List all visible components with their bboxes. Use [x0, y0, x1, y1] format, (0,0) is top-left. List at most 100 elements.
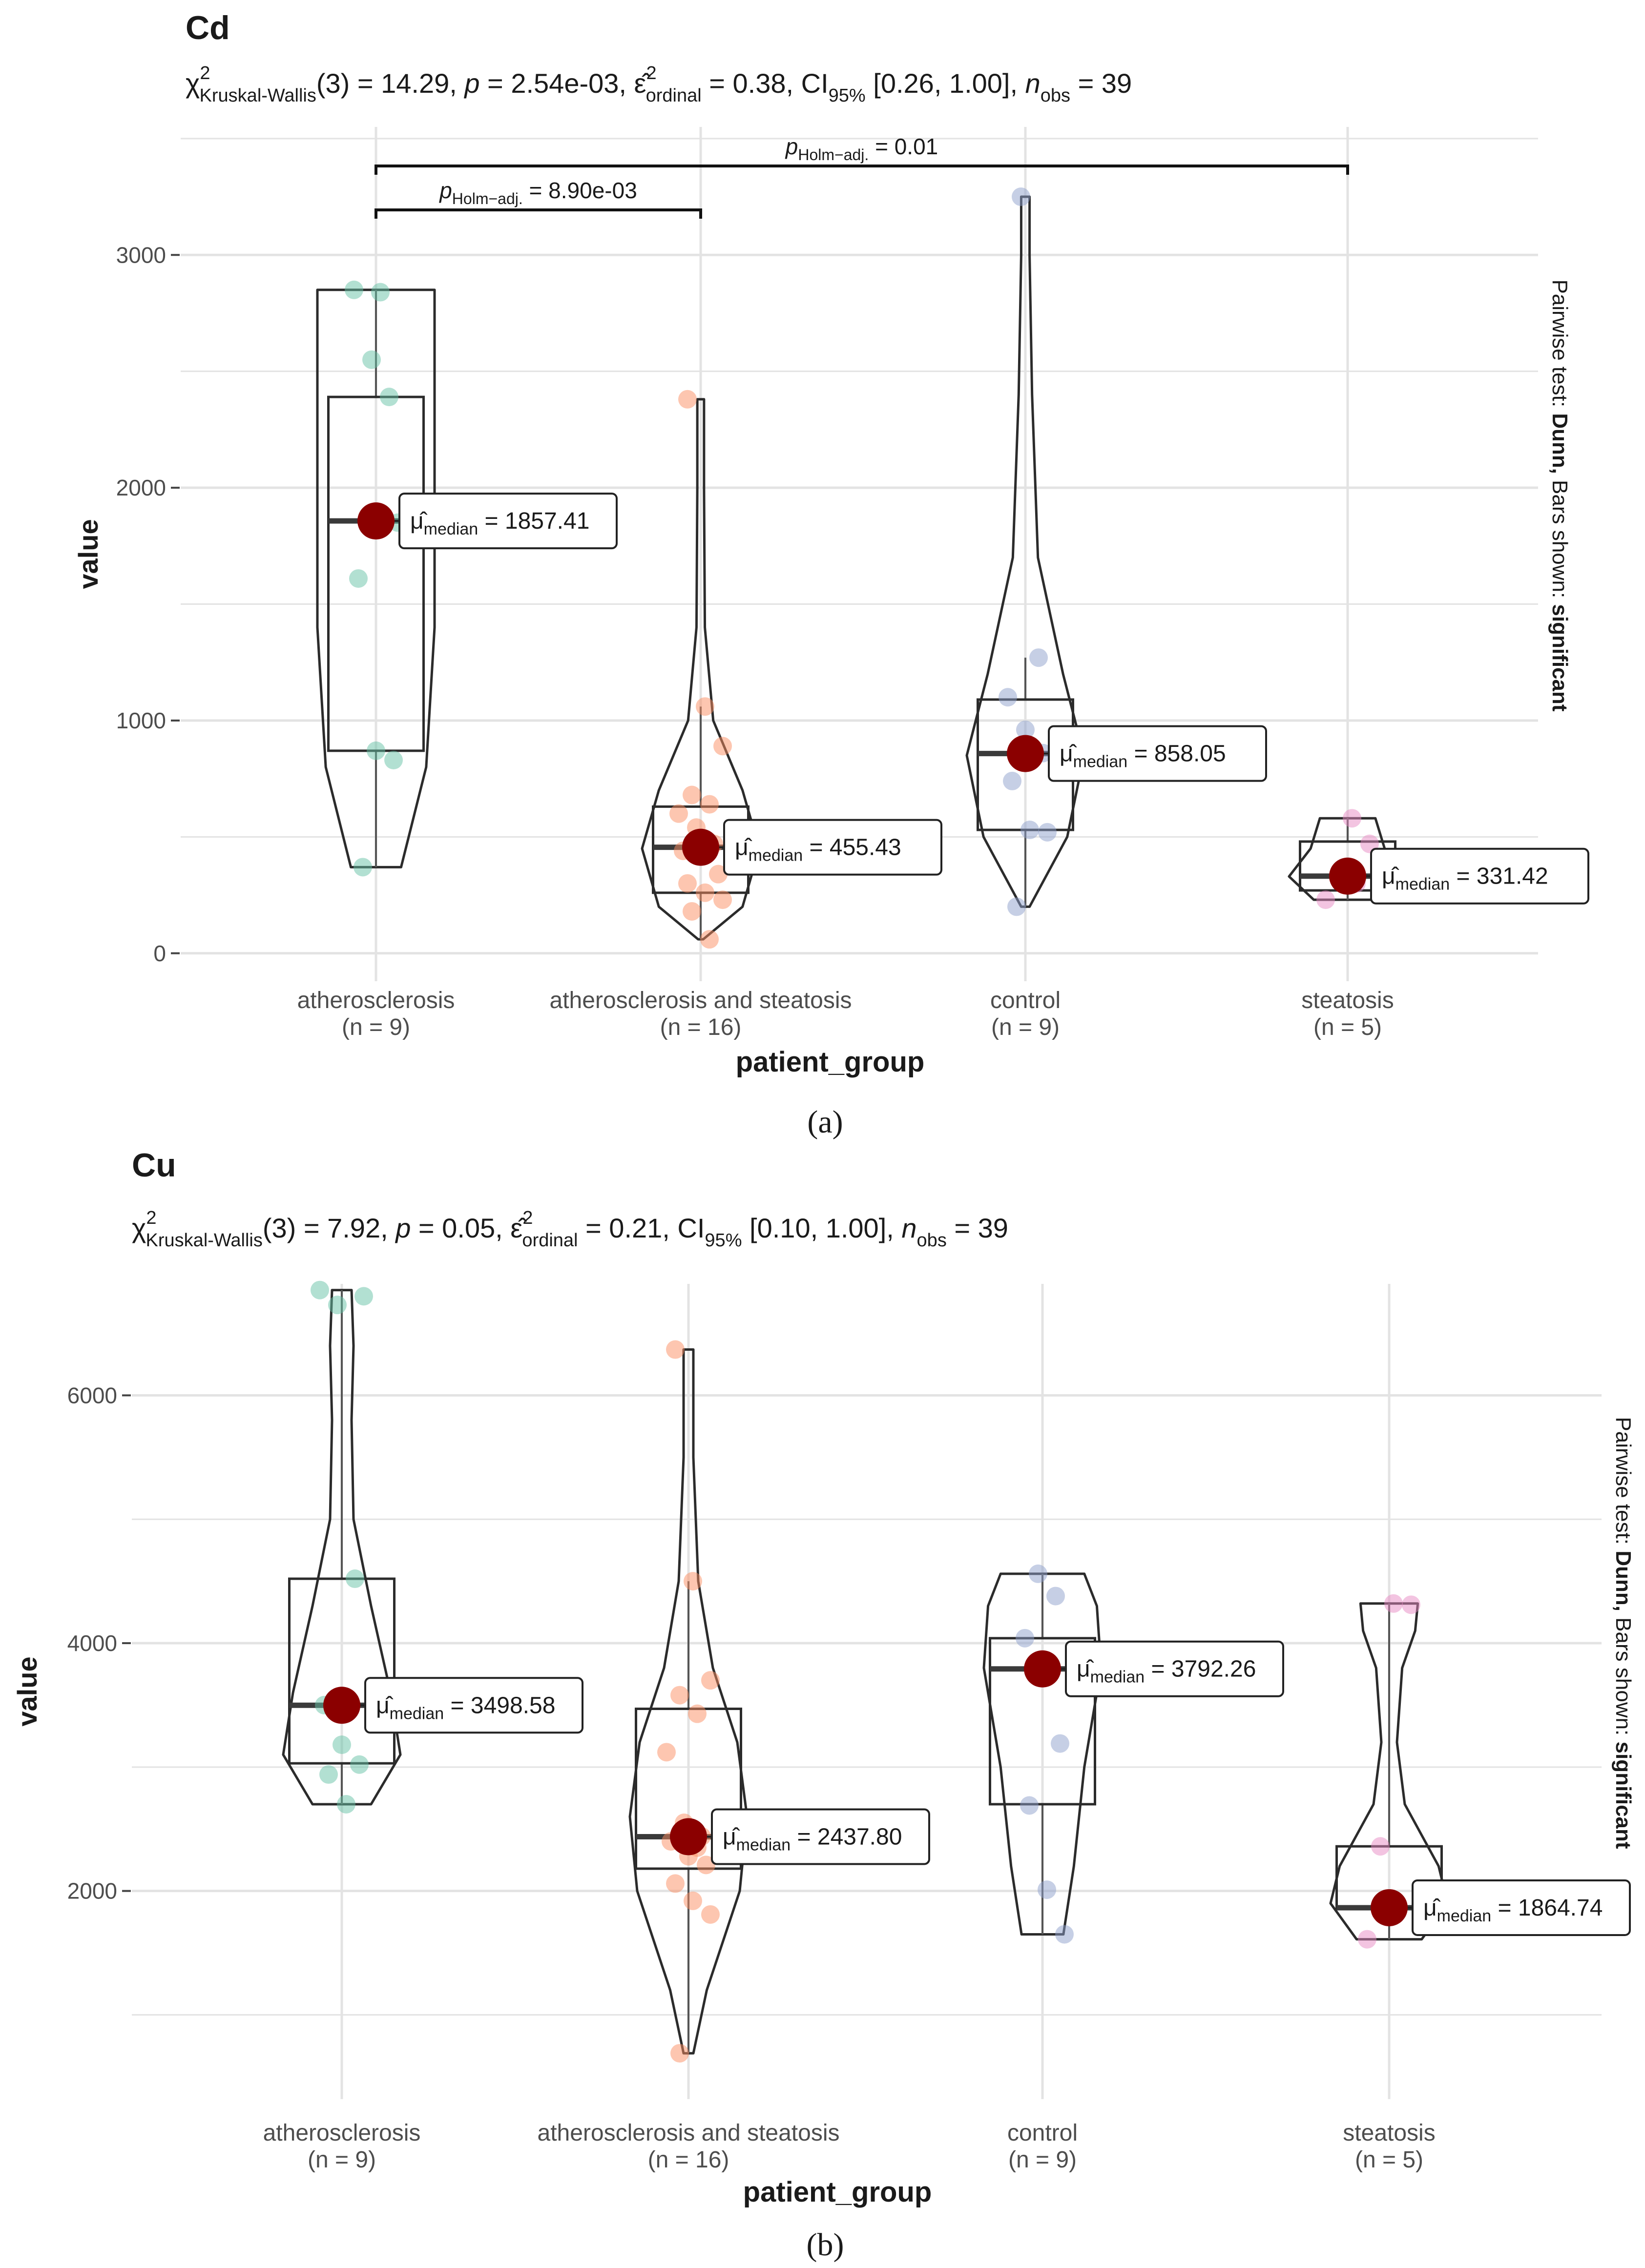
stat-ci-sub: 95%	[829, 85, 866, 106]
y-tick-label: 4000	[67, 1630, 117, 1656]
data-point	[670, 2044, 689, 2063]
data-point	[669, 804, 688, 823]
x-tick-count: (n = 9)	[308, 2147, 376, 2173]
chart-title: Cu	[132, 1147, 176, 1184]
data-point	[371, 283, 390, 302]
bracket-line	[375, 165, 1349, 175]
y-tick-label: 1000	[116, 708, 166, 733]
stat-n-value: = 39	[1070, 68, 1132, 99]
median-label-value: = 858.05	[1127, 741, 1226, 767]
stat-n: n	[901, 1213, 916, 1243]
data-point	[346, 1569, 364, 1588]
data-point	[333, 1735, 351, 1754]
median-label: μ̂median = 455.43	[735, 835, 901, 865]
median-label-box	[364, 1677, 583, 1734]
stat-chi: χ	[186, 68, 200, 99]
pairwise-note-middle: Bars shown:	[1548, 474, 1572, 604]
median-label-box	[398, 493, 618, 550]
median-label: μ̂median = 858.05	[1060, 741, 1226, 771]
stat-n-sub: obs	[917, 1230, 947, 1251]
data-point	[1012, 187, 1030, 206]
data-point	[1038, 1880, 1056, 1899]
bracket-line	[375, 208, 702, 219]
data-point	[345, 280, 363, 299]
stat-chi-value: (3) = 7.92,	[263, 1213, 396, 1243]
data-point	[713, 737, 732, 756]
median-label-value: = 2437.80	[791, 1824, 902, 1850]
data-point	[657, 1743, 676, 1762]
data-point	[688, 1704, 707, 1723]
data-point	[1316, 890, 1335, 909]
y-tick-label: 2000	[67, 1878, 117, 1904]
data-point	[999, 688, 1017, 707]
data-point	[350, 1755, 369, 1774]
stat-n-value: = 39	[947, 1213, 1008, 1243]
data-point	[700, 930, 719, 949]
median-marker	[357, 502, 395, 540]
data-point	[1020, 821, 1039, 840]
stat-p-value: = 0.05,	[411, 1213, 510, 1243]
y-axis-label: value	[12, 1656, 42, 1726]
stat-eps-sub: ordinal	[646, 85, 702, 106]
bracket-p: p	[785, 134, 798, 159]
stat-chi: χ	[132, 1213, 146, 1243]
median-label-box	[711, 1808, 930, 1865]
x-tick-label: atherosclerosis	[263, 2120, 421, 2146]
group-0: μ̂median = 1857.41 atherosclerosis(n = 9)	[297, 280, 618, 1040]
pairwise-note-prefix: Pairwise test:	[1548, 279, 1572, 413]
stat-p: p	[395, 1213, 411, 1243]
group-1: μ̂median = 455.43 atherosclerosis and ste…	[550, 390, 942, 1040]
y-tick-label: 6000	[67, 1382, 117, 1408]
stat-eps-sub: ordinal	[522, 1230, 578, 1251]
group-3: μ̂median = 331.42 steatosis(n = 5)	[1288, 809, 1589, 1040]
data-point	[380, 388, 398, 407]
pairwise-note-shown: significant	[1611, 1742, 1635, 1849]
group-3: μ̂median = 1864.74 steatosis(n = 5)	[1329, 1594, 1631, 2173]
bracket-value: = 0.01	[869, 134, 938, 159]
bracket-p-sub: Holm−adj.	[798, 146, 869, 164]
y-tick-label: 0	[153, 941, 166, 966]
median-label: μ̂median = 3792.26	[1077, 1656, 1256, 1687]
median-label-value: = 3498.58	[444, 1692, 555, 1718]
median-label: μ̂median = 1857.41	[410, 508, 589, 538]
violin	[982, 1572, 1103, 1936]
data-point	[1402, 1595, 1420, 1614]
data-point	[1384, 1594, 1403, 1613]
data-point	[328, 1296, 347, 1315]
data-point	[683, 902, 701, 921]
stat-ci-sub: 95%	[705, 1230, 742, 1251]
median-label-sub: median	[749, 846, 803, 865]
data-point	[666, 1874, 685, 1893]
median-marker	[1007, 735, 1044, 772]
median-marker	[670, 1818, 707, 1856]
stat-p-value: = 2.54e-03,	[480, 68, 634, 99]
x-axis-label: patient_group	[743, 2176, 932, 2208]
median-label-box	[1048, 725, 1267, 782]
data-point	[701, 1671, 720, 1690]
data-point	[683, 785, 701, 804]
pairwise-note: Pairwise test: Dunn, Bars shown: signifi…	[1611, 1417, 1635, 1849]
significance-bracket-1: pHolm−adj. = 0.01	[375, 134, 1349, 175]
data-point	[1046, 1587, 1065, 1606]
x-tick-count: (n = 16)	[660, 1014, 742, 1040]
data-point	[696, 697, 714, 716]
data-point	[678, 874, 697, 893]
significance-bracket-0: pHolm−adj. = 8.90e-03	[375, 178, 702, 219]
data-point	[1038, 823, 1057, 842]
stats-subtitle: χ2 Kruskal-Wallis(3) = 14.29, p = 2.54e-0…	[186, 63, 1132, 106]
stat-chi-sup: 2	[200, 63, 210, 83]
data-point	[1358, 1930, 1376, 1949]
median-label-value: = 3792.26	[1145, 1656, 1256, 1682]
y-tick-label: 2000	[116, 475, 166, 500]
x-tick-label: steatosis	[1301, 988, 1394, 1013]
group-0: μ̂median = 3498.58 atherosclerosis(n = 9)	[263, 1280, 583, 2173]
median-marker	[1329, 857, 1366, 895]
data-point	[684, 1891, 702, 1910]
median-label-sub: median	[1090, 1668, 1145, 1687]
group-1: μ̂median = 2437.80 atherosclerosis and st…	[538, 1340, 930, 2173]
group-2: μ̂median = 3792.26 control(n = 9)	[982, 1564, 1284, 2173]
chart-panel-cu: Cu χ2 Kruskal-Wallis(3) = 7.92, p = 0.05, …	[12, 1147, 1635, 2263]
median-label-sub: median	[1437, 1907, 1492, 1925]
box	[989, 1637, 1096, 1806]
median-marker	[1371, 1889, 1408, 1926]
